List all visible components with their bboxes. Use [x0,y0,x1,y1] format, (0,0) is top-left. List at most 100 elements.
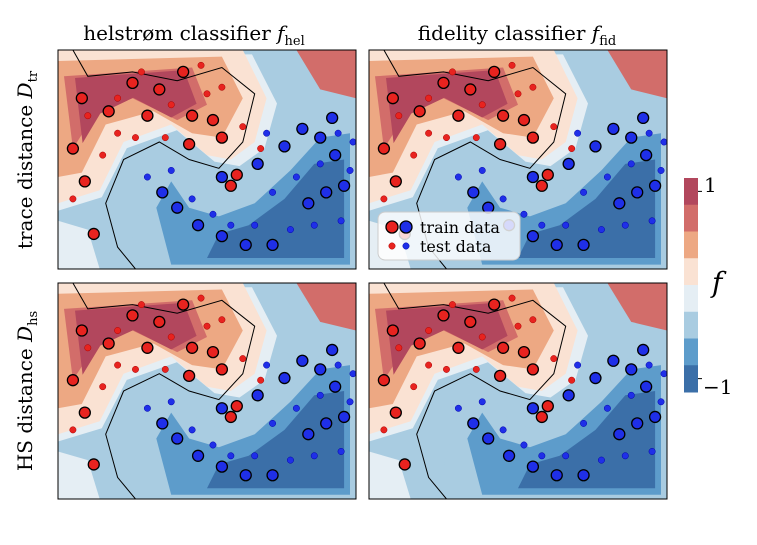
test-point-red [239,355,247,363]
test-point-blue [227,221,235,229]
row-title-1: HS distance Dhs [13,311,41,471]
colorbar-band [684,204,698,232]
colorbar-band [684,365,698,393]
test-point-blue [660,370,667,378]
train-point-blue [526,229,540,243]
test-point-blue [286,456,294,464]
test-point-blue [627,391,635,399]
train-point-red [75,324,88,337]
test-point-red [425,327,433,334]
train-point-blue [577,238,590,252]
test-point-red [380,426,388,434]
train-point-red [541,168,554,181]
test-point-red [443,134,450,142]
train-point-blue [639,148,653,162]
train-point-blue [631,417,644,430]
train-point-red [535,179,548,192]
contour-level-dark-blue [207,159,345,258]
test-point-blue [346,167,354,174]
train-point-blue [239,238,252,252]
test-point-red [161,134,169,142]
contour-level-dark-red [386,302,508,375]
test-point-red [69,426,77,434]
train-point-red [215,131,229,144]
colorbar-band [684,258,698,286]
train-point-blue [320,186,333,199]
panel-contours-0 [58,50,356,269]
train-point-blue [320,417,333,430]
train-point-blue [526,460,540,473]
train-point-blue [613,197,626,210]
test-point-blue [454,404,462,412]
train-point-red [398,458,411,471]
train-point-red [437,309,450,322]
test-point-red [99,151,107,159]
colorbar-band [684,311,698,339]
train-point-blue [639,380,653,393]
train-point-blue [631,186,644,199]
test-point-blue [349,138,356,146]
test-point-blue [478,167,486,174]
train-point-red [185,109,199,122]
train-point-red [464,315,477,329]
test-point-blue [574,129,582,137]
test-point-blue [292,404,300,412]
train-point-blue [482,432,495,445]
test-point-blue [538,221,546,229]
train-point-red [496,341,510,354]
test-point-red [218,83,226,91]
test-point-blue [657,167,665,174]
train-point-blue [171,201,184,214]
test-point-red [472,365,480,373]
train-point-blue [215,229,229,243]
train-point-blue [215,460,229,473]
colorbar-max-label: 1 [704,173,717,197]
test-point-blue [286,226,294,234]
test-point-blue [645,129,653,137]
train-point-blue [502,449,516,462]
train-point-red [230,399,243,413]
test-point-red [550,355,558,363]
test-point-blue [520,441,528,449]
train-point-blue [607,122,620,135]
test-point-red [395,344,403,352]
train-point-red [215,363,229,376]
train-point-red [413,105,426,118]
train-point-red [526,363,540,376]
train-point-blue [589,140,602,153]
colorbar-min-label: −1 [703,375,732,399]
test-point-blue [538,452,546,460]
test-point-red [514,322,522,330]
train-point-blue [625,363,638,376]
test-point-red [114,327,122,334]
test-point-red [425,129,433,137]
train-point-red [153,315,166,329]
train-point-blue [589,371,602,385]
train-point-blue [296,354,309,367]
test-point-red [197,61,205,69]
train-point-blue [467,417,480,430]
train-point-red [386,324,399,337]
test-point-red [239,123,247,131]
test-point-blue [574,361,582,369]
contour-level-corner-red [607,50,667,99]
test-point-blue [645,361,653,369]
test-point-blue [627,160,635,168]
test-point-blue [334,129,342,137]
test-point-blue [660,138,667,146]
train-point-red [206,113,220,127]
train-point-red [452,109,465,122]
train-point-red [177,298,190,311]
test-point-red [410,151,418,159]
panel-frame [57,282,357,500]
train-point-red [185,341,199,354]
train-point-red [141,341,154,354]
train-point-red [177,65,190,79]
train-point-red [224,179,237,192]
contour-level-corner-red [296,283,356,331]
test-point-blue [227,452,235,460]
train-point-red [493,369,507,383]
test-point-blue [648,217,656,225]
test-point-blue [337,448,345,455]
train-point-blue [215,402,229,415]
